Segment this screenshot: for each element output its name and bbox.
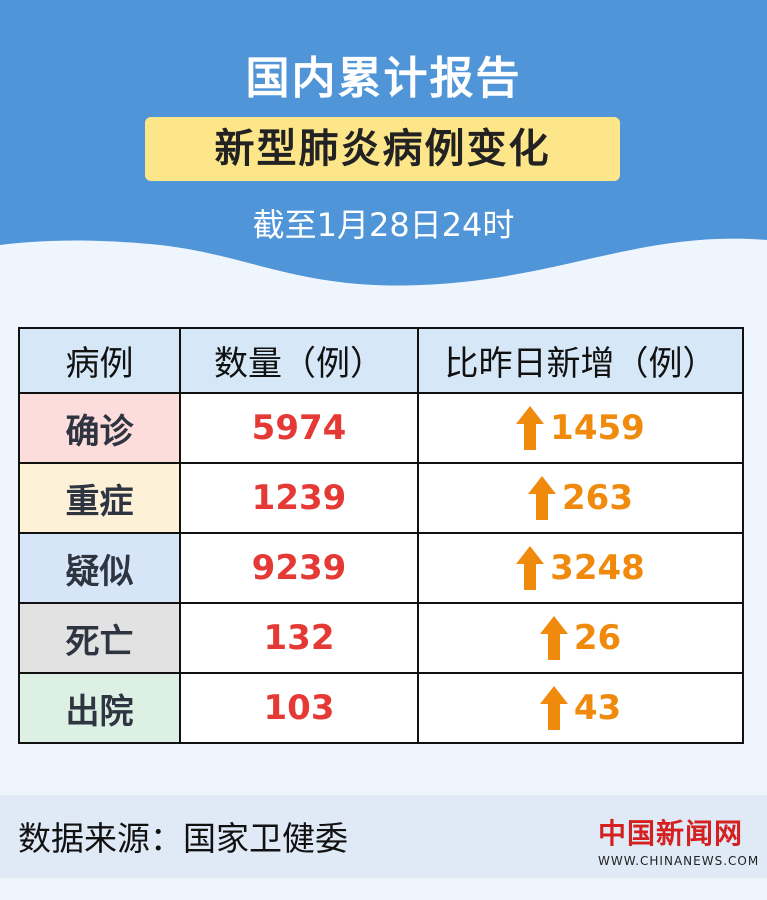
logo-text: 中国新闻网 — [598, 817, 744, 850]
case-type: 疑似 — [18, 532, 181, 604]
case-increase-cell: 263 — [417, 462, 744, 534]
table-row: 出院 103 43 — [18, 672, 744, 744]
case-count: 1239 — [179, 462, 419, 534]
column-header: 数量（例） — [179, 327, 419, 394]
case-increase-cell: 26 — [417, 602, 744, 674]
table-row: 重症 1239 263 — [18, 462, 744, 534]
case-increase: 263 — [562, 478, 633, 518]
column-header: 病例 — [18, 327, 181, 394]
case-increase-cell: 1459 — [417, 392, 744, 464]
chinanews-logo: 中国新闻网 WWW.CHINANEWS.COM — [598, 812, 767, 868]
case-increase: 3248 — [550, 548, 645, 588]
table-row: 死亡 132 26 — [18, 602, 744, 674]
column-header: 比昨日新增（例） — [417, 327, 744, 394]
arrow-up-icon — [539, 616, 568, 660]
case-type: 出院 — [18, 672, 181, 744]
table-header-row: 病例 数量（例） 比昨日新增（例） — [18, 327, 744, 394]
case-increase-cell: 43 — [417, 672, 744, 744]
date-subtitle: 截至1月28日24时 — [252, 206, 515, 244]
case-type: 重症 — [18, 462, 181, 534]
table-row: 确诊 5974 1459 — [18, 392, 744, 464]
case-count: 9239 — [179, 532, 419, 604]
case-increase: 1459 — [550, 408, 645, 448]
case-increase: 26 — [573, 618, 622, 658]
subtitle-badge: 新型肺炎病例变化 — [145, 117, 620, 181]
logo-url: WWW.CHINANEWS.COM — [598, 854, 760, 868]
case-type: 确诊 — [18, 392, 181, 464]
case-count: 103 — [179, 672, 419, 744]
arrow-up-icon — [539, 686, 568, 730]
page-title: 国内累计报告 — [245, 53, 522, 104]
case-increase-cell: 3248 — [417, 532, 744, 604]
arrow-up-icon — [516, 406, 545, 450]
arrow-up-icon — [528, 476, 556, 520]
case-increase: 43 — [573, 688, 622, 728]
case-type: 死亡 — [18, 602, 181, 674]
data-source: 数据来源：国家卫健委 — [18, 819, 348, 858]
case-count: 5974 — [179, 392, 419, 464]
footer-band — [0, 795, 767, 878]
case-count: 132 — [179, 602, 419, 674]
arrow-up-icon — [516, 546, 545, 590]
table-row: 疑似 9239 3248 — [18, 532, 744, 604]
cases-table: 病例 数量（例） 比昨日新增（例） 确诊 5974 1459 重症 1239 26… — [18, 327, 744, 744]
